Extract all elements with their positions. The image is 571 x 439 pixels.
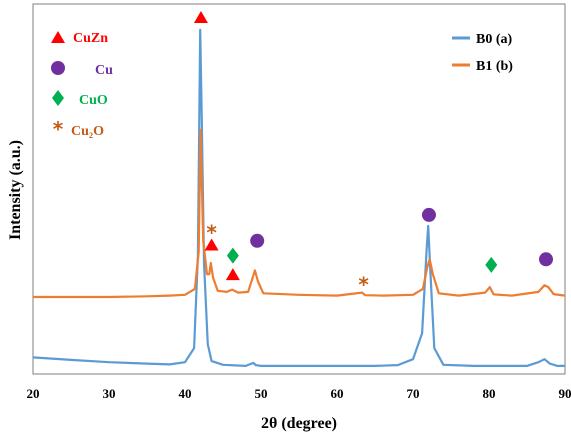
peak-marker-asterisk-6: * xyxy=(358,273,369,297)
peak-marker-asterisk-1: * xyxy=(206,221,217,245)
plot-frame xyxy=(32,3,566,375)
peak-marker-triangle-4 xyxy=(225,268,240,281)
peak-marker-diamond-3 xyxy=(226,247,239,264)
series-line-b1 xyxy=(33,128,566,299)
x-tick-label-50: 50 xyxy=(255,386,268,401)
phase-legend-cu-label: Cu xyxy=(95,63,113,78)
phase-legend: * CuZn Cu CuO Cu₂O xyxy=(51,31,113,141)
x-tick-label-70: 70 xyxy=(407,386,420,401)
series-line-b0 xyxy=(32,28,565,367)
peak-marker-circle-7 xyxy=(421,207,436,222)
peak-marker-circle-5 xyxy=(250,233,265,248)
phase-legend-cuzn-label: CuZn xyxy=(73,31,108,46)
peak-marker-circle-9 xyxy=(539,252,553,267)
phase-legend-cu2o-asterisk-icon: * xyxy=(53,117,64,141)
x-tick-label-80: 80 xyxy=(483,386,496,401)
phase-legend-cu-circle-icon xyxy=(51,61,65,75)
peak-annotations: ** xyxy=(193,10,553,297)
series-layer xyxy=(32,28,566,367)
legend-label-b0: B0 (a) xyxy=(476,32,513,47)
series-legend: B0 (a) B1 (b) xyxy=(452,32,513,74)
y-axis-title: Intensity (a.u.) xyxy=(7,140,24,240)
peak-marker-triangle-2 xyxy=(204,238,219,251)
peak-marker-diamond-8 xyxy=(485,256,498,273)
x-axis-title: 2θ (degree) xyxy=(261,415,337,432)
x-tick-label-20: 20 xyxy=(27,386,40,401)
phase-legend-cuo-diamond-icon xyxy=(52,90,64,106)
x-tick-label-90: 90 xyxy=(559,386,571,401)
x-axis-ticks: 20 30 40 50 60 70 80 90 xyxy=(27,386,571,401)
x-tick-label-40: 40 xyxy=(179,386,192,401)
x-tick-label-60: 60 xyxy=(331,386,344,401)
peak-marker-triangle-0 xyxy=(193,10,208,23)
phase-legend-cu2o-label: Cu₂O xyxy=(71,124,104,139)
phase-legend-cuo-label: CuO xyxy=(79,93,108,108)
phase-legend-cuzn-triangle-icon xyxy=(51,31,65,43)
phase-legend-markers: * xyxy=(51,31,65,141)
x-tick-label-30: 30 xyxy=(103,386,116,401)
legend-label-b1: B1 (b) xyxy=(476,59,513,74)
